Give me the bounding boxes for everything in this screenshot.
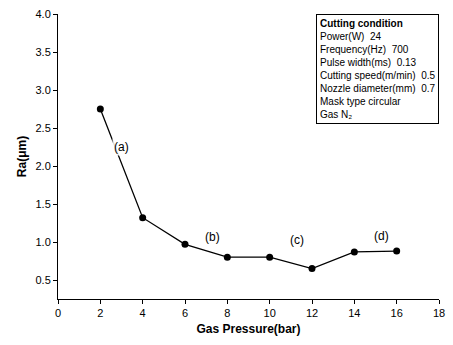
svg-text:18: 18 [433,307,445,319]
svg-text:16: 16 [391,307,403,319]
svg-text:(a): (a) [114,140,129,154]
svg-text:2.0: 2.0 [36,160,51,172]
svg-text:Cutting conditionPower(W) 24F: Cutting conditionPower(W) 24Frequency(Hz… [320,18,435,120]
svg-text:4: 4 [140,307,146,319]
svg-text:1.5: 1.5 [36,198,51,210]
svg-text:Ra(μm): Ra(μm) [15,136,29,177]
svg-text:1.0: 1.0 [36,236,51,248]
svg-text:4.0: 4.0 [36,8,51,20]
svg-text:8: 8 [224,307,230,319]
svg-text:(b): (b) [205,230,220,244]
svg-text:0: 0 [55,307,61,319]
svg-text:10: 10 [264,307,276,319]
svg-text:Gas Pressure(bar): Gas Pressure(bar) [196,322,300,336]
svg-text:2.5: 2.5 [36,122,51,134]
svg-text:0.5: 0.5 [36,274,51,286]
svg-text:3.0: 3.0 [36,84,51,96]
svg-text:6: 6 [182,307,188,319]
svg-text:3.5: 3.5 [36,46,51,58]
svg-text:14: 14 [348,307,360,319]
svg-text:(c): (c) [290,233,304,247]
svg-text:2: 2 [97,307,103,319]
svg-text:(d): (d) [374,229,389,243]
svg-text:12: 12 [306,307,318,319]
